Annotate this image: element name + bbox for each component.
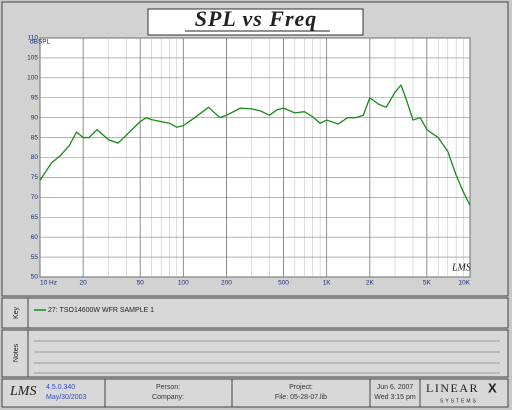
legend-entry: 27: TSO14600W WFR SAMPLE 1 [48,307,154,314]
brand-x: X [488,380,497,395]
x-tick-label: 10K [458,280,470,287]
build-date: May/30/2003 [46,394,87,401]
x-tick-label: 1K [323,280,332,287]
y-tick-label: 90 [31,114,39,121]
y-tick-label: 75 [31,174,39,181]
y-tick-label: 70 [31,194,39,201]
y-tick-label: 50 [31,274,39,281]
y-tick-label: 110 [28,35,39,42]
version: 4.5.0.340 [46,384,75,391]
watermark: LMS [451,262,471,273]
x-tick-label: 100 [178,280,189,287]
key-panel [1,297,509,329]
brand-sub: SYSTEMS [440,398,478,404]
brand: LINEAR [426,381,479,395]
x-tick-label: 5K [423,280,432,287]
project: Project: [289,384,313,391]
x-tick-label: 2K [366,280,375,287]
y-tick-label: 65 [31,214,39,221]
x-tick-label: 10 Hz [40,280,57,287]
notes-panel [1,329,509,378]
y-tick-label: 100 [27,75,38,82]
footer-dividers [104,379,421,407]
footer [1,378,509,408]
y-axis-label: dBSPL [30,39,51,46]
y-tick-label: 95 [31,94,39,101]
y-tick-label: 80 [31,154,39,161]
date: Jun 6, 2007 [377,384,414,391]
x-tick-label: 200 [221,280,232,287]
time: Wed 3:15 pm [374,394,416,401]
x-tick-label: 50 [137,280,145,287]
x-tick-label: 500 [278,280,289,287]
chart-title: SPL vs Freq [195,6,318,31]
key-label: Key [13,306,20,319]
y-tick-label: 60 [31,234,39,241]
x-tick-label: 20 [80,280,88,287]
note-lines [34,340,500,374]
y-tick-label: 85 [31,134,39,141]
file: File: 05-28-07.lib [275,394,327,401]
company: Company: [152,394,184,401]
series-line [39,84,471,206]
person: Person: [156,384,180,391]
footer-logo: LMS [9,384,36,399]
y-tick-label: 105 [27,55,38,62]
y-tick-label: 55 [31,254,39,261]
notes-label: Notes [13,343,20,362]
